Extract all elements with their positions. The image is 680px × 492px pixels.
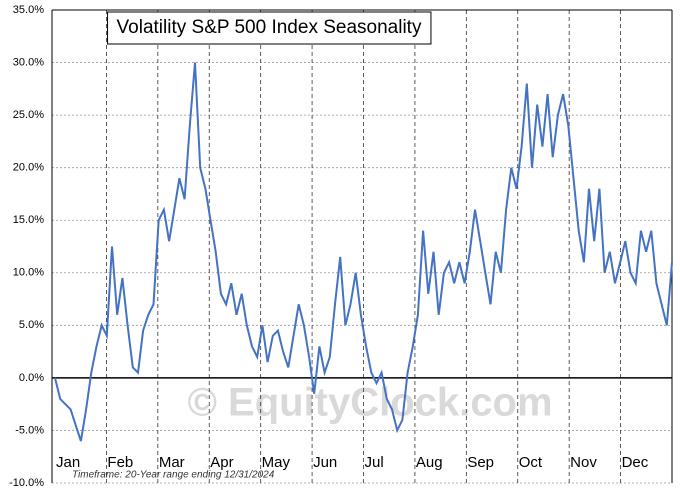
- watermark: © EquityClock.com: [187, 381, 552, 425]
- x-tick-label: Mar: [159, 454, 185, 471]
- y-tick-label: 15.0%: [13, 214, 44, 226]
- x-tick-label: Apr: [210, 454, 233, 471]
- x-tick-label: Aug: [416, 454, 443, 471]
- x-tick-label: Jan: [56, 454, 80, 471]
- y-tick-label: 25.0%: [13, 109, 44, 121]
- x-tick-label: Feb: [107, 454, 133, 471]
- y-tick-label: 10.0%: [13, 267, 44, 279]
- y-tick-label: 20.0%: [13, 162, 44, 174]
- x-tick-label: Sep: [467, 454, 494, 471]
- y-tick-label: -10.0%: [9, 477, 44, 489]
- footnote: Timeframe: 20-Year range ending 12/31/20…: [72, 470, 275, 481]
- title-frame: [107, 11, 432, 45]
- y-tick-label: 0.0%: [19, 372, 44, 384]
- title-box: [107, 11, 432, 45]
- x-tick-label: May: [262, 454, 291, 471]
- data-line: [54, 62, 673, 442]
- x-tick-label: Jul: [365, 454, 384, 471]
- y-tick-label: 30.0%: [13, 56, 44, 68]
- y-tick-label: 5.0%: [19, 319, 44, 331]
- x-tick-label: Oct: [519, 454, 543, 471]
- y-tick-label: 35.0%: [13, 4, 44, 16]
- y-tick-label: -5.0%: [15, 424, 44, 436]
- chart-title: Volatility S&P 500 Index Seasonality: [117, 17, 422, 38]
- x-tick-label: Dec: [622, 454, 649, 471]
- x-tick-label: Jun: [313, 454, 337, 471]
- x-tick-label: Nov: [570, 454, 597, 471]
